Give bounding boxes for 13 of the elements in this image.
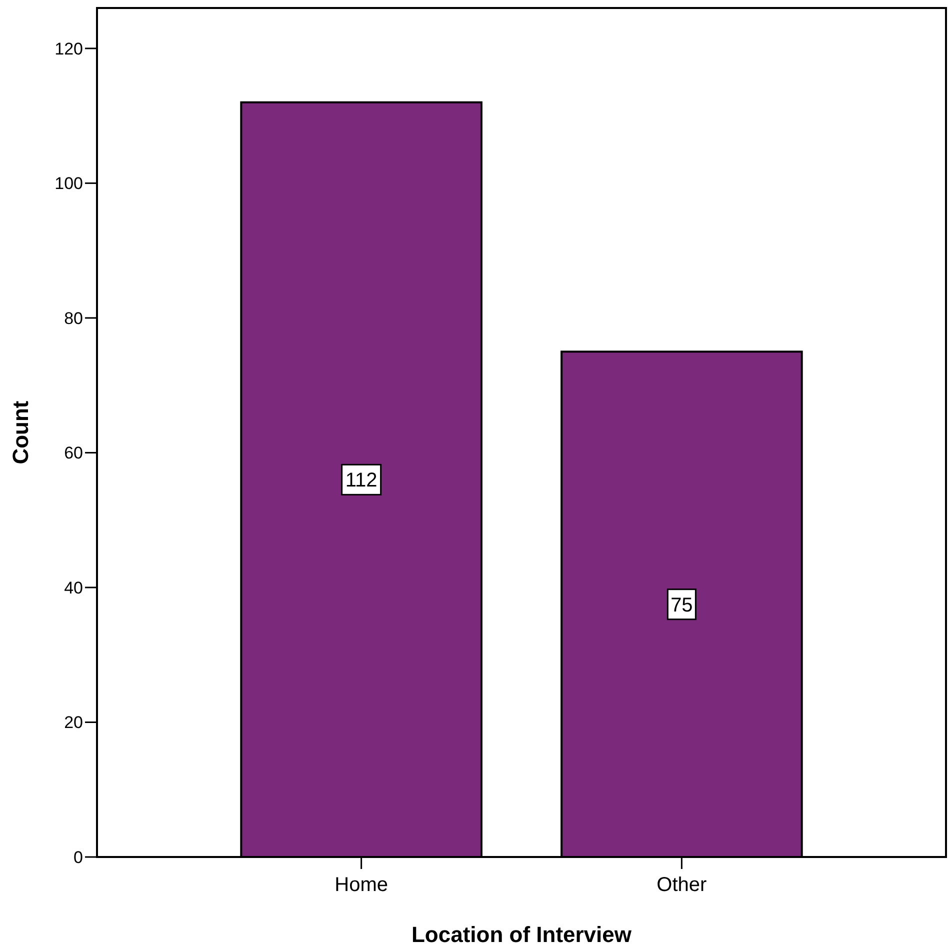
- y-axis-title: Count: [8, 400, 33, 464]
- y-tick-label: 0: [74, 848, 83, 867]
- data-label: 75: [670, 594, 693, 616]
- y-tick-label: 40: [64, 578, 83, 598]
- x-axis-title: Location of Interview: [411, 922, 632, 947]
- data-label: 112: [345, 470, 378, 492]
- x-tick-label: Home: [334, 874, 388, 896]
- y-tick-label: 80: [64, 308, 83, 328]
- y-tick-label: 120: [54, 39, 83, 58]
- y-tick-label: 60: [64, 444, 83, 463]
- x-tick-label: Other: [656, 874, 708, 896]
- y-tick-label: 100: [54, 174, 83, 194]
- y-tick-label: 20: [64, 713, 83, 732]
